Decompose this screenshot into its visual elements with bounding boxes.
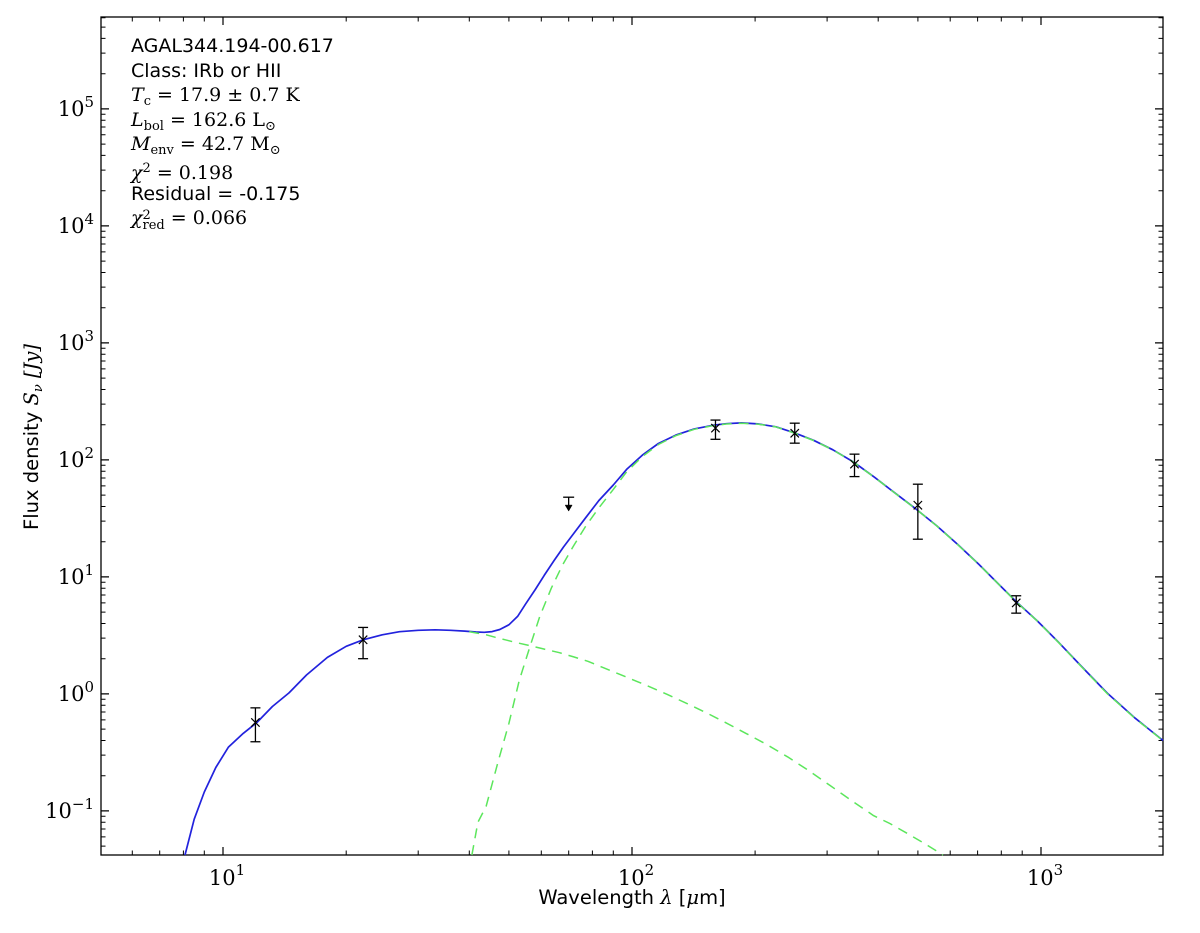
text-run: m] <box>699 886 726 909</box>
tick-exponent: 1 <box>84 561 94 579</box>
y-tick-label: 101 <box>58 561 94 589</box>
bolometric-luminosity-line: Lbol = 162.6 L⊙ <box>131 108 334 134</box>
residual-line: Residual = -0.175 <box>131 182 334 207</box>
photometry-data-points <box>250 419 1022 743</box>
cold-greybody-component-curve <box>471 422 1164 856</box>
data-point-500um <box>912 483 923 540</box>
text-run: [ <box>672 886 687 909</box>
tick-base: 10 <box>209 866 236 890</box>
text-run: = 42.7 M <box>173 133 270 156</box>
tick-base: 10 <box>58 565 85 589</box>
tick-exponent: 0 <box>84 678 94 696</box>
text-run: T <box>131 84 144 107</box>
x-marker <box>913 500 923 510</box>
text-run: bol <box>143 118 164 134</box>
x-marker <box>250 717 261 728</box>
superscript: 2 <box>142 207 151 223</box>
envelope-mass-line: Menv = 42.7 M⊙ <box>131 132 334 159</box>
x-marker <box>1011 598 1021 608</box>
x-axis-label: Wavelength λ [μm] <box>538 886 725 909</box>
tick-exponent: 1 <box>236 861 246 879</box>
tick-base: 10 <box>1027 866 1054 890</box>
upper-limit-arrowhead <box>564 504 573 512</box>
text-run: = 17.9 ± 0.7 K <box>150 84 300 107</box>
text-run: M <box>131 133 151 156</box>
y-tick-label: 103 <box>58 327 94 355</box>
source-name-line: AGAL344.194-00.617 <box>131 34 334 59</box>
x-tick-label: 103 <box>1027 861 1063 890</box>
text-run: S <box>20 392 43 406</box>
x-tick-label: 102 <box>618 861 654 890</box>
text-run: = 162.6 L <box>163 108 265 131</box>
data-point-22um <box>358 626 369 660</box>
tick-exponent: 3 <box>1054 861 1064 879</box>
text-run: [Jy] <box>20 344 43 385</box>
text-run: Wavelength <box>538 886 661 909</box>
x-marker <box>849 459 860 469</box>
x-tick-label: 101 <box>209 861 245 890</box>
text-run: Class: IRb or HII <box>131 59 282 82</box>
tick-base: 10 <box>618 866 645 890</box>
x-marker <box>790 428 800 438</box>
warm-component-curve <box>469 630 944 856</box>
text-run: ν <box>31 384 46 393</box>
data-point-250um <box>789 422 800 444</box>
text-run: AGAL344.194-00.617 <box>131 35 334 57</box>
tick-exponent: 2 <box>645 861 655 879</box>
y-tick-label: 102 <box>58 444 94 472</box>
text-run: c <box>143 94 151 110</box>
data-point-70um <box>563 496 575 512</box>
tick-exponent: 4 <box>84 210 94 228</box>
data-point-870um <box>1011 595 1022 614</box>
y-tick-label: 105 <box>58 93 94 121</box>
dust-temperature-line: Tc = 17.9 ± 0.7 K <box>131 83 334 110</box>
tick-base: 10 <box>58 682 85 706</box>
text-run: χ <box>131 161 143 184</box>
data-point-350um <box>849 453 860 478</box>
text-run: L <box>131 108 144 131</box>
text-run: Flux density <box>20 405 43 530</box>
text-run: μ <box>686 886 700 909</box>
y-axis-label: Flux density Sν [Jy] <box>20 344 46 530</box>
fit-parameters-annotation: AGAL344.194-00.617 Class: IRb or HII Tc = … <box>131 34 334 234</box>
reduced-chi-squared-line: χ 2 red = 0.066 <box>131 206 334 234</box>
text-run: Residual = -0.175 <box>131 182 301 205</box>
data-point-12um <box>250 707 261 743</box>
tick-exponent: 3 <box>84 327 94 345</box>
tick-base: 10 <box>58 448 85 472</box>
text-run: χ <box>131 207 143 230</box>
x-marker <box>710 423 721 433</box>
tick-exponent: 2 <box>84 444 94 462</box>
total-sed-fit-curve <box>184 422 1164 856</box>
axis-ticks <box>101 17 1163 855</box>
chi-squared-line: χ2 = 0.198 <box>131 157 334 184</box>
class-line: Class: IRb or HII <box>131 59 334 84</box>
tick-exponent: −1 <box>72 795 94 813</box>
text-run: = 0.066 <box>164 207 248 230</box>
text-run: ⊙ <box>265 118 276 134</box>
y-tick-label: 104 <box>58 210 94 238</box>
major-ticks <box>101 17 1163 855</box>
tick-exponent: 5 <box>84 93 94 111</box>
x-marker <box>358 635 368 645</box>
text-run: λ <box>660 886 673 909</box>
tick-base: 10 <box>58 214 85 238</box>
text-run: env <box>150 143 174 159</box>
subscript: red <box>142 218 165 234</box>
tick-base: 10 <box>58 97 85 121</box>
y-tick-label: 10−1 <box>45 795 94 823</box>
tick-base: 10 <box>45 799 72 823</box>
tick-base: 10 <box>58 331 85 355</box>
text-run: = 0.198 <box>150 161 234 184</box>
minor-ticks <box>101 17 1163 855</box>
model-curves <box>184 422 1164 856</box>
script-stack: 2 red <box>142 207 165 234</box>
y-tick-label: 100 <box>58 678 94 706</box>
text-run: 2 <box>142 160 151 176</box>
data-point-160um <box>710 419 721 440</box>
text-run: ⊙ <box>269 143 281 159</box>
